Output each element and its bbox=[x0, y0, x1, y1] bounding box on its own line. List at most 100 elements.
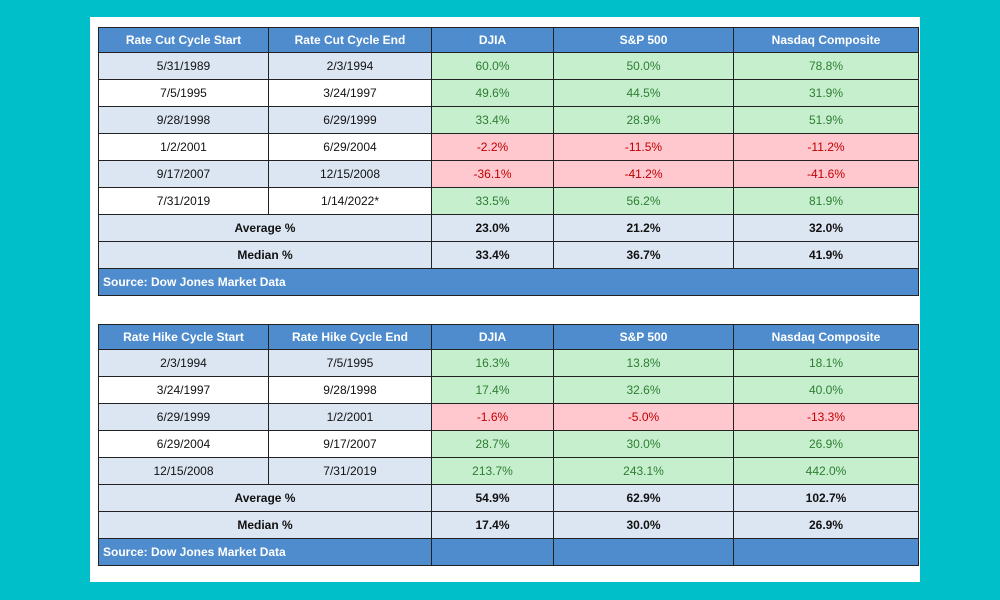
table-row: 12/15/2008 7/31/2019 213.7% 243.1% 442.0… bbox=[98, 457, 919, 485]
average-nasdaq: 102.7% bbox=[733, 484, 919, 512]
nasdaq-cell: 51.9% bbox=[733, 106, 919, 134]
average-sp500: 21.2% bbox=[553, 214, 734, 242]
source-blank-cell bbox=[733, 538, 919, 566]
cycle-start-cell: 1/2/2001 bbox=[98, 133, 269, 161]
header-nasdaq: Nasdaq Composite bbox=[733, 27, 919, 53]
spreadsheet-panel: Rate Cut Cycle Start Rate Cut Cycle End … bbox=[90, 17, 920, 582]
cycle-end-cell: 12/15/2008 bbox=[268, 160, 432, 188]
header-djia: DJIA bbox=[431, 27, 554, 53]
average-sp500: 62.9% bbox=[553, 484, 734, 512]
header-cycle-start: Rate Hike Cycle Start bbox=[98, 324, 269, 350]
nasdaq-cell: -13.3% bbox=[733, 403, 919, 431]
sp500-cell: 30.0% bbox=[553, 430, 734, 458]
header-cycle-end: Rate Hike Cycle End bbox=[268, 324, 432, 350]
median-nasdaq: 26.9% bbox=[733, 511, 919, 539]
table-row: 9/28/1998 6/29/1999 33.4% 28.9% 51.9% bbox=[98, 106, 919, 134]
djia-cell: -36.1% bbox=[431, 160, 554, 188]
djia-cell: 60.0% bbox=[431, 52, 554, 80]
table-row: 6/29/1999 1/2/2001 -1.6% -5.0% -13.3% bbox=[98, 403, 919, 431]
nasdaq-cell: 81.9% bbox=[733, 187, 919, 215]
median-row: Median % 33.4% 36.7% 41.9% bbox=[98, 241, 919, 269]
nasdaq-cell: 26.9% bbox=[733, 430, 919, 458]
cycle-end-cell: 1/14/2022* bbox=[268, 187, 432, 215]
nasdaq-cell: -11.2% bbox=[733, 133, 919, 161]
header-sp500: S&P 500 bbox=[553, 27, 734, 53]
sp500-cell: -41.2% bbox=[553, 160, 734, 188]
cycle-end-cell: 2/3/1994 bbox=[268, 52, 432, 80]
djia-cell: 28.7% bbox=[431, 430, 554, 458]
djia-cell: 33.4% bbox=[431, 106, 554, 134]
header-djia: DJIA bbox=[431, 324, 554, 350]
sp500-cell: -11.5% bbox=[553, 133, 734, 161]
cycle-start-cell: 6/29/2004 bbox=[98, 430, 269, 458]
header-cycle-start: Rate Cut Cycle Start bbox=[98, 27, 269, 53]
header-cycle-end: Rate Cut Cycle End bbox=[268, 27, 432, 53]
header-sp500: S&P 500 bbox=[553, 324, 734, 350]
average-djia: 54.9% bbox=[431, 484, 554, 512]
nasdaq-cell: 31.9% bbox=[733, 79, 919, 107]
nasdaq-cell: 78.8% bbox=[733, 52, 919, 80]
median-djia: 17.4% bbox=[431, 511, 554, 539]
rate-hike-table: Rate Hike Cycle Start Rate Hike Cycle En… bbox=[98, 324, 919, 566]
table-row: 7/5/1995 3/24/1997 49.6% 44.5% 31.9% bbox=[98, 79, 919, 107]
median-nasdaq: 41.9% bbox=[733, 241, 919, 269]
cycle-start-cell: 9/28/1998 bbox=[98, 106, 269, 134]
median-label: Median % bbox=[98, 511, 432, 539]
source-blank-cell bbox=[431, 538, 554, 566]
djia-cell: 213.7% bbox=[431, 457, 554, 485]
median-djia: 33.4% bbox=[431, 241, 554, 269]
nasdaq-cell: 18.1% bbox=[733, 349, 919, 377]
cycle-end-cell: 9/17/2007 bbox=[268, 430, 432, 458]
median-row: Median % 17.4% 30.0% 26.9% bbox=[98, 511, 919, 539]
cycle-end-cell: 9/28/1998 bbox=[268, 376, 432, 404]
nasdaq-cell: 442.0% bbox=[733, 457, 919, 485]
cycle-start-cell: 7/31/2019 bbox=[98, 187, 269, 215]
table-row: 7/31/2019 1/14/2022* 33.5% 56.2% 81.9% bbox=[98, 187, 919, 215]
cycle-end-cell: 6/29/2004 bbox=[268, 133, 432, 161]
nasdaq-cell: 40.0% bbox=[733, 376, 919, 404]
sp500-cell: 13.8% bbox=[553, 349, 734, 377]
header-nasdaq: Nasdaq Composite bbox=[733, 324, 919, 350]
source-note: Source: Dow Jones Market Data bbox=[98, 268, 919, 296]
cycle-start-cell: 12/15/2008 bbox=[98, 457, 269, 485]
table-row: 2/3/1994 7/5/1995 16.3% 13.8% 18.1% bbox=[98, 349, 919, 377]
sp500-cell: -5.0% bbox=[553, 403, 734, 431]
average-row: Average % 23.0% 21.2% 32.0% bbox=[98, 214, 919, 242]
median-label: Median % bbox=[98, 241, 432, 269]
header-row: Rate Cut Cycle Start Rate Cut Cycle End … bbox=[98, 27, 919, 53]
header-row: Rate Hike Cycle Start Rate Hike Cycle En… bbox=[98, 324, 919, 350]
cycle-end-cell: 7/31/2019 bbox=[268, 457, 432, 485]
cycle-start-cell: 5/31/1989 bbox=[98, 52, 269, 80]
sp500-cell: 243.1% bbox=[553, 457, 734, 485]
cycle-end-cell: 7/5/1995 bbox=[268, 349, 432, 377]
source-row: Source: Dow Jones Market Data bbox=[98, 538, 919, 566]
table-row: 9/17/2007 12/15/2008 -36.1% -41.2% -41.6… bbox=[98, 160, 919, 188]
sp500-cell: 56.2% bbox=[553, 187, 734, 215]
cycle-end-cell: 1/2/2001 bbox=[268, 403, 432, 431]
sp500-cell: 28.9% bbox=[553, 106, 734, 134]
table-row: 6/29/2004 9/17/2007 28.7% 30.0% 26.9% bbox=[98, 430, 919, 458]
djia-cell: 16.3% bbox=[431, 349, 554, 377]
cycle-end-cell: 3/24/1997 bbox=[268, 79, 432, 107]
average-nasdaq: 32.0% bbox=[733, 214, 919, 242]
nasdaq-cell: -41.6% bbox=[733, 160, 919, 188]
source-note: Source: Dow Jones Market Data bbox=[98, 538, 432, 566]
sp500-cell: 44.5% bbox=[553, 79, 734, 107]
rate-cut-table: Rate Cut Cycle Start Rate Cut Cycle End … bbox=[98, 27, 919, 296]
sp500-cell: 50.0% bbox=[553, 52, 734, 80]
cycle-start-cell: 9/17/2007 bbox=[98, 160, 269, 188]
average-label: Average % bbox=[98, 214, 432, 242]
djia-cell: 17.4% bbox=[431, 376, 554, 404]
average-row: Average % 54.9% 62.9% 102.7% bbox=[98, 484, 919, 512]
source-row: Source: Dow Jones Market Data bbox=[98, 268, 919, 296]
cycle-start-cell: 7/5/1995 bbox=[98, 79, 269, 107]
cycle-end-cell: 6/29/1999 bbox=[268, 106, 432, 134]
djia-cell: -2.2% bbox=[431, 133, 554, 161]
average-djia: 23.0% bbox=[431, 214, 554, 242]
median-sp500: 36.7% bbox=[553, 241, 734, 269]
djia-cell: -1.6% bbox=[431, 403, 554, 431]
median-sp500: 30.0% bbox=[553, 511, 734, 539]
cycle-start-cell: 2/3/1994 bbox=[98, 349, 269, 377]
table-row: 5/31/1989 2/3/1994 60.0% 50.0% 78.8% bbox=[98, 52, 919, 80]
cycle-start-cell: 3/24/1997 bbox=[98, 376, 269, 404]
